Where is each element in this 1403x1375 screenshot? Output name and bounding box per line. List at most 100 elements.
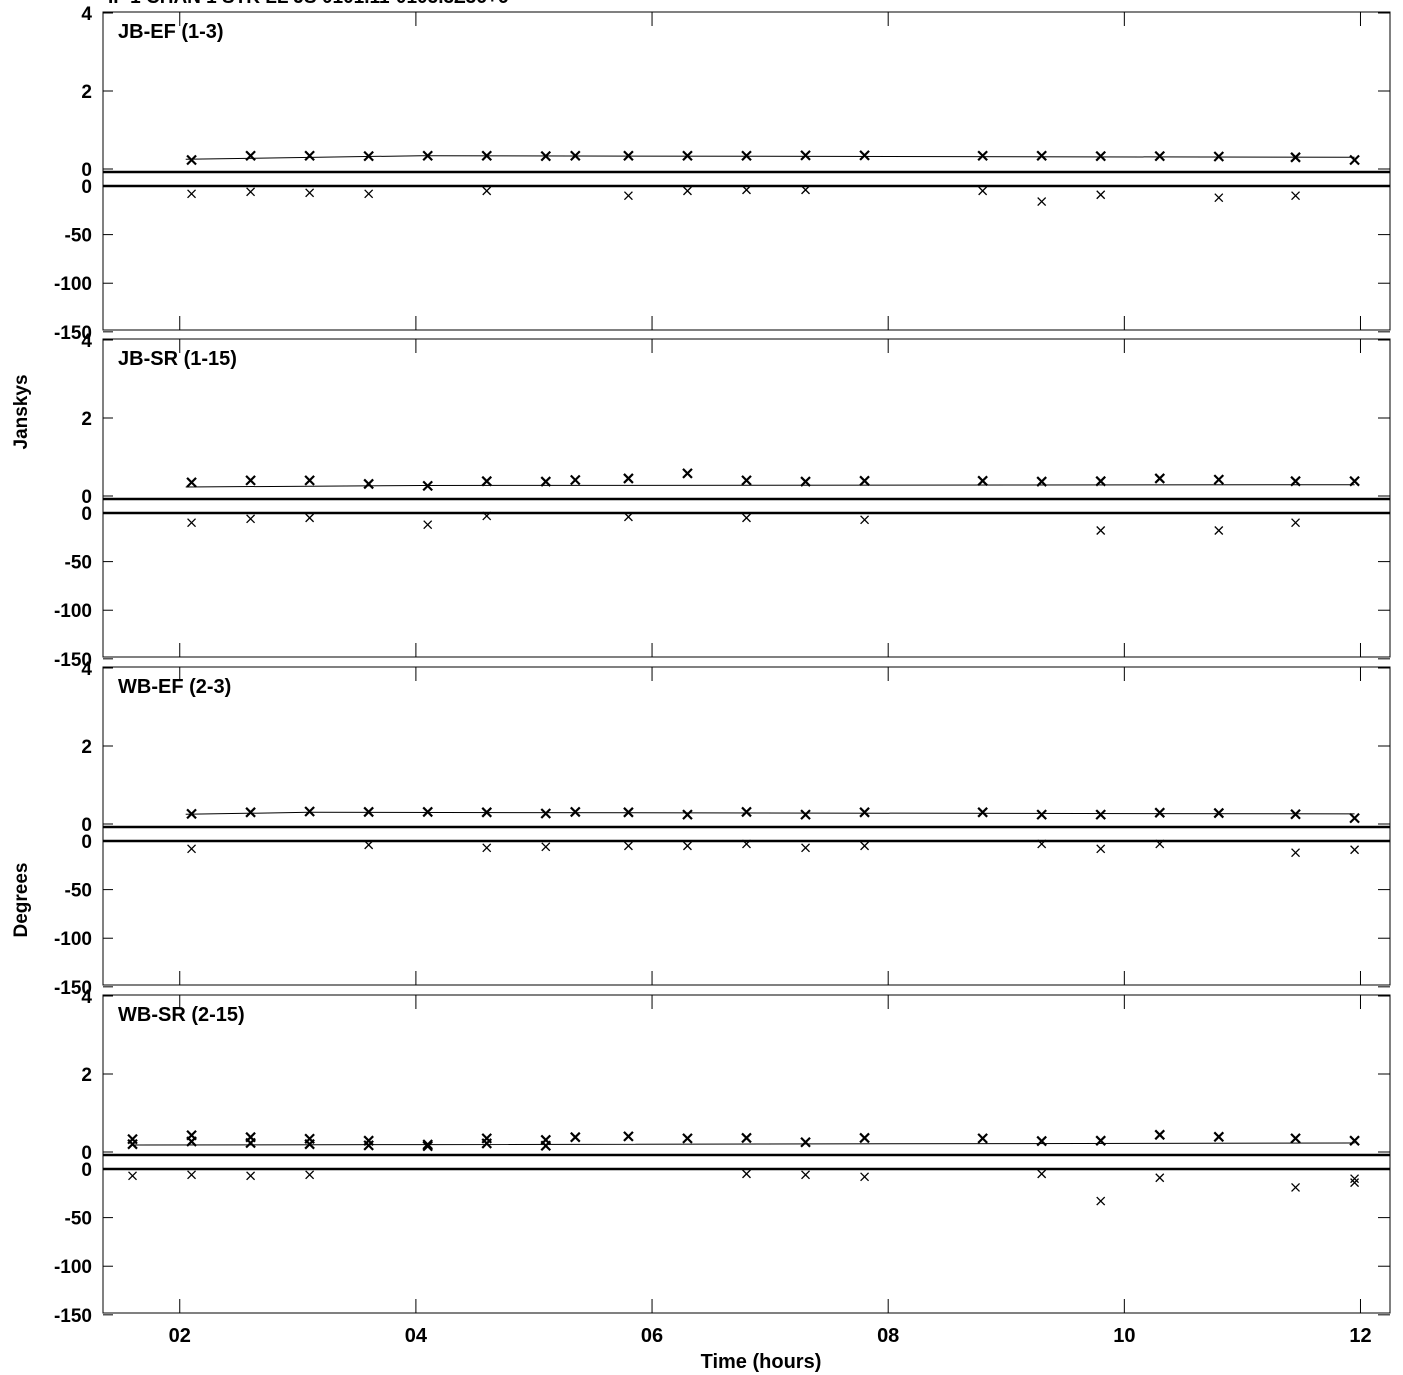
phase-point (742, 185, 751, 195)
phase-point (541, 842, 551, 852)
amp-point (304, 806, 315, 817)
amp-point (1213, 474, 1225, 485)
phase-point (305, 188, 315, 198)
phase-point (1214, 526, 1224, 535)
phase-point (1037, 197, 1047, 207)
phase-point (1214, 193, 1224, 203)
phase-point (364, 189, 374, 199)
amp-point (1154, 150, 1166, 162)
amp-point (570, 1131, 581, 1143)
phase-tick-label: -150 (54, 650, 92, 671)
phase-tick-label: 0 (81, 177, 92, 198)
amp-point (1290, 808, 1301, 820)
phase-tick-label: 0 (81, 832, 92, 853)
x-tick-label: 12 (1349, 1325, 1371, 1347)
amp-point (422, 1140, 433, 1152)
phase-point (801, 843, 810, 853)
amp-point (977, 150, 988, 162)
phase-point (742, 1169, 751, 1179)
phase-point (1155, 839, 1165, 849)
amp-tick-label: 2 (81, 82, 92, 103)
amp-point (422, 150, 433, 162)
phase-tick-label: -50 (65, 881, 92, 902)
amp-point (1154, 1129, 1166, 1141)
amp-point (800, 809, 811, 820)
amp-point (245, 807, 256, 818)
amp-point (977, 807, 988, 818)
amp-point (186, 154, 197, 166)
amp-point (1154, 807, 1166, 818)
panel-label: JB-EF (1-3) (118, 21, 224, 43)
amp-point (570, 150, 581, 162)
amp-point (1154, 473, 1166, 484)
phase-tick-label: -150 (54, 978, 92, 999)
amp-axis-label: Janskys (11, 374, 32, 449)
amp-point (741, 1132, 752, 1144)
phase-point (683, 841, 692, 851)
phase-point (1350, 845, 1360, 855)
phase-point (128, 1171, 137, 1181)
phase-point (1155, 1173, 1165, 1183)
phase-point (623, 841, 633, 851)
amp-point (422, 806, 433, 818)
amp-point (1349, 475, 1360, 487)
phase-point (1096, 526, 1106, 535)
amp-point (859, 807, 870, 818)
amp-point (186, 1136, 197, 1147)
x-axis-title: Time (hours) (701, 1351, 822, 1373)
phase-point (742, 513, 751, 523)
amp-point (363, 150, 374, 162)
amp-point (422, 1139, 433, 1150)
phase-point (1350, 1174, 1360, 1184)
amp-point (1213, 1131, 1225, 1143)
amp-point (245, 475, 256, 486)
amp-point (422, 480, 433, 492)
x-tick-label: 04 (405, 1325, 428, 1347)
amp-point (1036, 150, 1047, 162)
phase-point (978, 186, 988, 196)
phase-tick-label: 0 (81, 504, 92, 525)
phase-point (1291, 1183, 1301, 1192)
phase-tick-label: 0 (81, 1160, 92, 1181)
phase-point (742, 839, 751, 849)
phase-point (187, 1170, 197, 1180)
phase-tick-label: -50 (65, 553, 92, 574)
phase-point (1096, 1196, 1106, 1206)
amp-tick-label: 2 (81, 737, 92, 758)
amp-fit-line (132, 1142, 1355, 1146)
amp-fit-line (185, 155, 1355, 160)
amp-fit-line (185, 811, 1355, 815)
amp-point (363, 1140, 374, 1151)
phase-point (305, 1170, 315, 1180)
amp-point (245, 1137, 256, 1149)
phase-point (482, 843, 492, 853)
amp-point (304, 150, 315, 162)
amp-point (304, 475, 315, 486)
amp-point (623, 807, 634, 818)
amp-point (1095, 150, 1106, 162)
phase-point (1096, 190, 1106, 200)
amp-point (540, 808, 552, 819)
amp-point (481, 1138, 493, 1149)
amp-point (859, 475, 870, 487)
phase-point (623, 191, 633, 201)
panel-3: 0 2 4 0 -50 -100 -150 WB-EF (2-3) (54, 659, 1391, 999)
x-tick-label: 02 (169, 1325, 191, 1347)
amp-point (540, 476, 552, 487)
amp-point (682, 809, 693, 820)
phase-point (187, 189, 197, 199)
phase-point (1350, 1178, 1360, 1188)
phase-point (187, 518, 197, 528)
amp-point (977, 1133, 988, 1144)
phase-tick-label: -50 (65, 1209, 92, 1230)
amp-point (1036, 1135, 1047, 1147)
amp-tick-label: 0 (81, 160, 92, 181)
amp-point (977, 475, 988, 487)
panel-label: JB-SR (1-15) (118, 348, 237, 370)
phase-point (1037, 839, 1047, 849)
amp-tick-label: 2 (81, 1065, 92, 1086)
phase-point (1291, 191, 1301, 201)
phase-point (482, 511, 492, 521)
amp-tick-label: 4 (81, 987, 92, 1008)
amp-point (623, 150, 634, 162)
